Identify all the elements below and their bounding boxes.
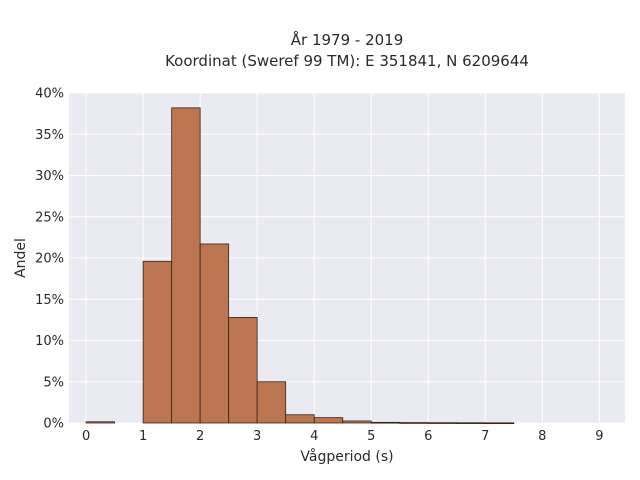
histogram-bar bbox=[484, 422, 515, 425]
histogram-bar bbox=[199, 243, 230, 424]
x-axis-label: Vågperiod (s) bbox=[300, 448, 393, 465]
histogram-bar bbox=[427, 422, 458, 424]
x-tick-label: 8 bbox=[538, 429, 546, 444]
histogram-bar bbox=[256, 381, 287, 424]
x-tick-label: 0 bbox=[82, 429, 90, 444]
chart-title-line1: År 1979 - 2019 bbox=[291, 30, 404, 49]
x-tick-label: 6 bbox=[424, 429, 432, 444]
x-tick-label: 2 bbox=[196, 429, 204, 444]
y-tick-label: 25% bbox=[35, 210, 64, 225]
y-tick-label: 35% bbox=[35, 128, 64, 143]
y-tick-label: 40% bbox=[35, 87, 64, 102]
y-tick-label: 10% bbox=[35, 334, 64, 349]
histogram-bar bbox=[456, 422, 486, 424]
histogram-bar bbox=[313, 417, 344, 424]
histogram-bar bbox=[399, 422, 429, 424]
histogram-bar bbox=[142, 260, 173, 424]
y-tick-label: 15% bbox=[35, 293, 64, 308]
x-tick-label: 5 bbox=[367, 429, 375, 444]
x-axis-ticks: 0 1 2 3 4 5 6 7 8 9 bbox=[82, 429, 604, 444]
chart-title-line2: Koordinat (Sweref 99 TM): E 351841, N 62… bbox=[165, 52, 529, 70]
y-tick-label: 30% bbox=[35, 169, 64, 184]
histogram-bar bbox=[85, 421, 116, 424]
y-tick-label: 20% bbox=[35, 252, 64, 267]
x-tick-label: 3 bbox=[253, 429, 261, 444]
y-axis-label: Andel bbox=[13, 238, 29, 278]
x-tick-label: 9 bbox=[595, 429, 603, 444]
x-tick-label: 7 bbox=[481, 429, 489, 444]
histogram-bar bbox=[171, 107, 201, 424]
x-tick-label: 4 bbox=[310, 429, 318, 444]
bars bbox=[85, 107, 515, 425]
y-axis-ticks: 0% 5% 10% 15% 20% 25% 30% 35% 40% bbox=[35, 87, 64, 432]
histogram-bar bbox=[370, 421, 401, 424]
histogram-bar bbox=[285, 414, 315, 424]
y-tick-label: 0% bbox=[43, 417, 64, 432]
histogram-bar bbox=[228, 316, 258, 424]
y-tick-label: 5% bbox=[43, 375, 64, 390]
x-tick-label: 1 bbox=[139, 429, 147, 444]
histogram-bar bbox=[342, 420, 372, 424]
